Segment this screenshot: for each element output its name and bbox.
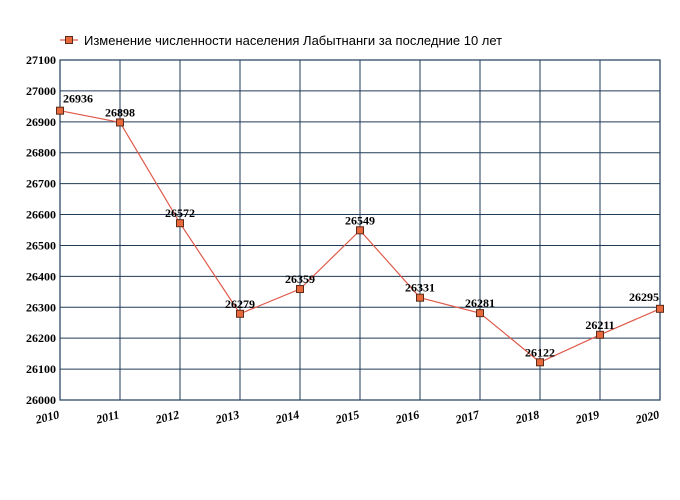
x-tick-label: 2011	[94, 407, 121, 426]
data-label: 26549	[345, 213, 375, 227]
y-tick-label: 26000	[26, 393, 56, 407]
y-axis-ticks: 26000 26100 26200 26300 26400 26500 26600 26700…	[26, 53, 56, 407]
x-tick-label: 2016	[393, 407, 421, 427]
data-point-marker	[656, 304, 664, 313]
data-point-marker	[56, 106, 64, 115]
y-tick-label: 27100	[26, 53, 56, 67]
data-label: 26295	[629, 290, 659, 304]
y-tick-label: 26300	[26, 300, 56, 314]
legend: Изменение численности населения Лабытнан…	[60, 33, 502, 48]
data-point-marker	[476, 309, 484, 318]
x-tick-label: 2014	[273, 407, 301, 427]
y-tick-label: 26100	[26, 362, 56, 376]
data-label: 26331	[405, 281, 435, 295]
x-tick-label: 2012	[153, 407, 181, 427]
data-label: 26279	[225, 297, 255, 311]
x-tick-label: 2015	[333, 407, 361, 427]
x-tick-label: 2010	[33, 407, 61, 427]
data-point-marker	[416, 293, 424, 302]
y-tick-label: 26700	[26, 177, 56, 191]
y-tick-label: 26500	[26, 238, 56, 252]
x-tick-label: 2013	[213, 407, 241, 427]
data-label: 26898	[105, 105, 135, 119]
legend-marker-swatch	[65, 36, 73, 44]
x-axis-ticks: 2010 2011 2012 2013 2014 2015 2016 2017 2018 2019…	[33, 407, 661, 427]
y-tick-label: 26400	[26, 269, 56, 283]
x-tick-label: 2019	[573, 407, 601, 427]
x-tick-label: 2020	[633, 407, 661, 427]
data-point-marker	[116, 118, 124, 127]
data-label: 26572	[165, 206, 195, 220]
data-point-marker	[536, 358, 544, 367]
data-point-marker	[176, 219, 184, 228]
y-tick-label: 26600	[26, 208, 56, 222]
plot-frame	[59, 59, 661, 401]
data-point-marker	[236, 309, 244, 318]
data-point-marker	[356, 226, 364, 235]
y-tick-label: 26900	[26, 115, 56, 129]
data-labels: 26936 26898 26572 26279 26359 26549 26331 26281…	[63, 92, 659, 360]
y-tick-label: 26200	[26, 331, 56, 345]
grid	[59, 59, 661, 401]
data-label: 26211	[585, 318, 614, 332]
data-label: 26122	[525, 345, 555, 359]
y-tick-label: 27000	[26, 84, 56, 98]
data-label: 26359	[285, 272, 315, 286]
data-label: 26281	[465, 296, 495, 310]
data-label: 26936	[63, 92, 93, 106]
series-markers	[56, 106, 664, 367]
y-tick-label: 26800	[26, 146, 56, 160]
data-point-marker	[296, 285, 304, 294]
legend-label: Изменение численности населения Лабытнан…	[84, 33, 502, 48]
data-point-marker	[596, 330, 604, 339]
x-tick-label: 2017	[453, 407, 482, 427]
x-tick-label: 2018	[513, 407, 541, 427]
